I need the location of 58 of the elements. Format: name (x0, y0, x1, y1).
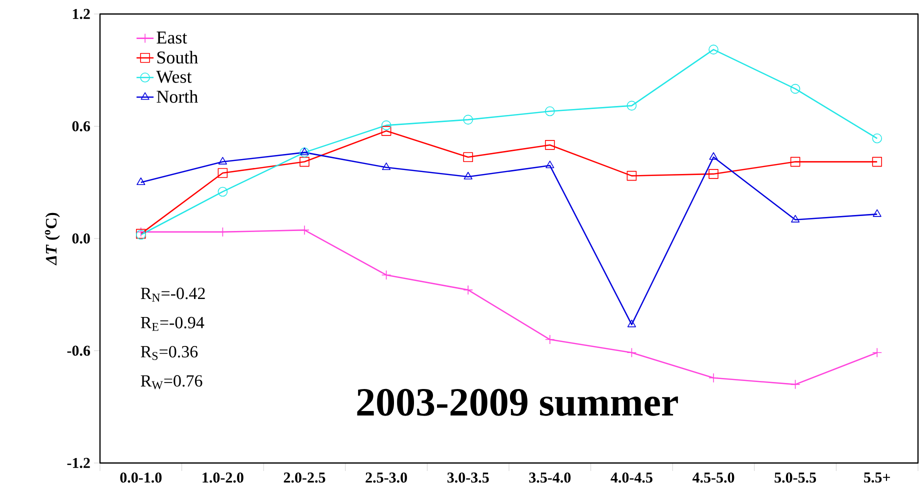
point (381, 126, 392, 136)
point (300, 156, 310, 167)
point (872, 134, 882, 144)
x-tick-label: 3.5-4.0 (529, 472, 571, 483)
point (382, 162, 391, 170)
y-tick-label: 0.6 (72, 121, 90, 132)
point (872, 156, 882, 167)
point (790, 380, 800, 390)
x-tick-label: 3.0-3.5 (447, 472, 489, 483)
point (708, 169, 718, 179)
legend-label: East (156, 32, 188, 44)
point (218, 186, 228, 197)
point (626, 170, 637, 181)
point (790, 84, 800, 94)
x-tick-label: 5.0-5.5 (774, 472, 816, 483)
x-tick-label: 4.0-4.5 (610, 472, 652, 483)
legend-label: North (156, 90, 198, 103)
point (872, 209, 882, 217)
point (790, 156, 800, 167)
point (545, 106, 555, 116)
point (546, 160, 554, 168)
y-tick-label: -1.2 (67, 458, 90, 468)
text: 2003-2009 summer (357, 388, 678, 416)
y-tick-label: -0.6 (67, 346, 90, 356)
x-tick-label: 4.5-5.0 (692, 472, 734, 483)
point (463, 114, 473, 125)
point (626, 100, 637, 111)
point (627, 320, 636, 328)
point (463, 285, 473, 295)
y-tick-label: 0.0 (72, 233, 90, 244)
point (708, 44, 718, 54)
point (463, 152, 473, 162)
point (464, 172, 472, 180)
annotation: R$_{N}$=-0.42 (140, 288, 205, 302)
x-tick-label: 2.5-3.0 (366, 472, 407, 483)
point (218, 156, 227, 164)
x-tick-label: 1.0-2.0 (202, 472, 244, 483)
point (626, 348, 637, 358)
point (136, 177, 146, 186)
annotation: R$_{E}$=-0.94 (140, 316, 204, 331)
point (872, 348, 882, 358)
y-axis-title: ΔT ($^{o}$C) (44, 212, 60, 266)
point (708, 372, 718, 383)
annotation: R$_{W}$=0.76 (140, 375, 202, 390)
legend-label: West (156, 70, 192, 83)
x-tick-label: 2.0-2.5 (284, 472, 326, 483)
point (218, 168, 228, 178)
x-tick-label: 5.5+ (864, 472, 890, 483)
point (791, 214, 800, 222)
point (709, 152, 718, 160)
point (545, 334, 555, 344)
point (381, 120, 392, 130)
point (381, 270, 392, 280)
y-tick-label: 1.2 (72, 8, 90, 20)
point (545, 140, 555, 150)
annotation: R$_{S}$=0.36 (140, 346, 198, 360)
x-tick-label: 0.0-1.0 (120, 472, 162, 483)
legend-label: South (157, 50, 198, 64)
